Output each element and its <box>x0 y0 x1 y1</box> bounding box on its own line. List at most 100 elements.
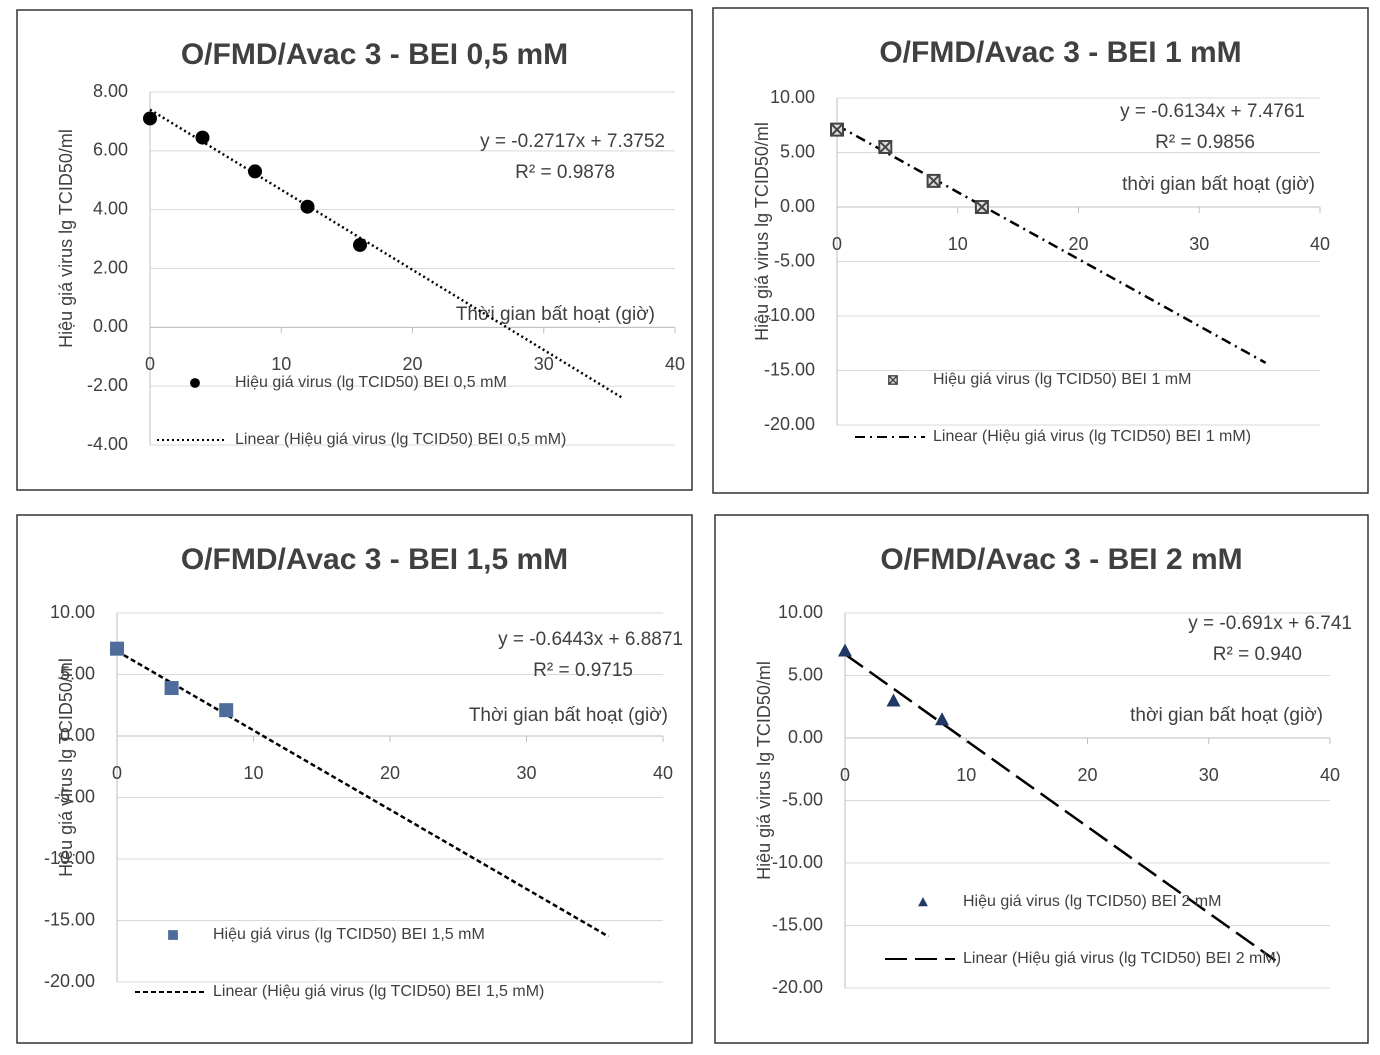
y-tick-label: -4.00 <box>87 434 128 454</box>
y-tick-label: 0.00 <box>93 316 128 336</box>
data-point <box>886 693 901 707</box>
y-tick-label: 5.00 <box>60 663 95 683</box>
y-tick-label: -5.00 <box>782 789 823 809</box>
data-point <box>195 130 210 145</box>
legend-label: Linear (Hiệu giá virus (lg TCID50) BEI 0… <box>235 431 566 448</box>
y-tick-label: -5.00 <box>54 786 95 806</box>
x-tick-label: 20 <box>1077 765 1097 785</box>
y-tick-label: -15.00 <box>764 359 815 379</box>
chart-title: O/FMD/Avac 3 - BEI 1,5 mM <box>181 543 568 576</box>
trendline <box>149 108 624 400</box>
y-axis-label: Hiệu giá virus lg TCID50/ml <box>56 658 76 877</box>
equation: y = -0.2717x + 7.3752 <box>480 131 665 152</box>
legend-label: Linear (Hiệu giá virus (lg TCID50) BEI 1… <box>213 983 544 1000</box>
legend-marker <box>888 375 898 385</box>
chart-title: O/FMD/Avac 3 - BEI 1 mM <box>879 36 1241 69</box>
legend-label: Linear (Hiệu giá virus (lg TCID50) BEI 1… <box>933 428 1251 445</box>
data-point <box>878 140 893 155</box>
legend-label: Hiệu giá virus (lg TCID50) BEI 0,5 mM <box>235 374 507 391</box>
data-point <box>164 681 179 696</box>
chart-title: O/FMD/Avac 3 - BEI 2 mM <box>880 543 1242 576</box>
y-tick-label: 8.00 <box>93 81 128 101</box>
chart-title: O/FMD/Avac 3 - BEI 0,5 mM <box>181 38 568 71</box>
y-tick-label: -15.00 <box>772 914 823 934</box>
trendline <box>116 650 610 938</box>
y-tick-label: 5.00 <box>780 141 815 161</box>
equation: y = -0.6134x + 7.4761 <box>1120 101 1305 122</box>
y-tick-label: 2.00 <box>93 257 128 277</box>
y-axis-label: Hiệu giá virus lg TCID50/ml <box>56 129 76 348</box>
panel-frame <box>712 7 1369 494</box>
legend-marker <box>168 930 178 940</box>
x-tick-label: 20 <box>402 354 422 374</box>
x-tick-label: 30 <box>1199 765 1219 785</box>
y-tick-label: 6.00 <box>93 140 128 160</box>
x-tick-label: 0 <box>145 354 155 374</box>
y-tick-label: 10.00 <box>778 602 823 622</box>
x-tick-label: 20 <box>1068 234 1088 254</box>
data-point <box>300 199 315 214</box>
panel-frame <box>714 514 1369 1044</box>
r-squared: R² = 0.9856 <box>1155 132 1255 153</box>
x-tick-label: 30 <box>516 763 536 783</box>
y-tick-label: -2.00 <box>87 375 128 395</box>
y-axis-label: Hiệu giá virus lg TCID50/ml <box>752 122 772 341</box>
legend-label: Linear (Hiệu giá virus (lg TCID50) BEI 2… <box>963 950 1281 967</box>
panel-frame <box>16 514 693 1044</box>
trendline <box>836 124 1267 364</box>
x-tick-label: 40 <box>653 763 673 783</box>
x-tick-label: 40 <box>665 354 685 374</box>
y-tick-label: 0.00 <box>788 727 823 747</box>
y-tick-label: -10.00 <box>772 852 823 872</box>
r-squared: R² = 0.940 <box>1213 644 1302 665</box>
equation: y = -0.6443x + 6.8871 <box>498 629 683 650</box>
data-point <box>935 712 949 726</box>
r-squared: R² = 0.9878 <box>515 162 615 183</box>
data-point <box>838 643 852 657</box>
y-tick-label: 10.00 <box>50 602 95 622</box>
y-axis-label: Hiệu giá virus lg TCID50/ml <box>754 661 774 880</box>
r-squared: R² = 0.9715 <box>533 660 633 681</box>
x-tick-label: 10 <box>948 234 968 254</box>
x-axis-label: Thời gian bất hoạt (giờ) <box>456 304 655 325</box>
data-point <box>219 703 234 718</box>
x-tick-label: 0 <box>832 234 842 254</box>
data-point <box>974 200 989 214</box>
x-tick-label: 10 <box>956 765 976 785</box>
y-tick-label: -5.00 <box>774 250 815 270</box>
y-tick-label: -20.00 <box>764 414 815 434</box>
x-tick-label: 0 <box>112 763 122 783</box>
x-tick-label: 20 <box>380 763 400 783</box>
data-point <box>248 164 262 179</box>
data-point <box>353 237 367 252</box>
y-tick-label: -20.00 <box>44 971 95 991</box>
data-point <box>143 111 157 126</box>
data-point <box>110 641 124 656</box>
y-tick-label: -20.00 <box>772 977 823 997</box>
data-point <box>830 122 844 137</box>
x-tick-label: 40 <box>1320 765 1340 785</box>
x-tick-label: 0 <box>840 765 850 785</box>
y-tick-label: 0.00 <box>60 725 95 745</box>
y-tick-label: 0.00 <box>780 196 815 216</box>
x-axis-label: thời gian bất hoạt (giờ) <box>1130 705 1323 726</box>
legend-label: Hiệu giá virus (lg TCID50) BEI 1,5 mM <box>213 926 485 943</box>
y-tick-label: 5.00 <box>788 664 823 684</box>
equation: y = -0.691x + 6.741 <box>1188 613 1352 634</box>
legend-label: Hiệu giá virus (lg TCID50) BEI 2 mM <box>963 893 1221 910</box>
legend-label: Hiệu giá virus (lg TCID50) BEI 1 mM <box>933 371 1191 388</box>
y-tick-label: -10.00 <box>44 848 95 868</box>
panel-frame <box>16 9 693 491</box>
x-axis-label: Thời gian bất hoạt (giờ) <box>469 705 668 726</box>
data-point <box>926 173 941 188</box>
legend-marker <box>918 897 928 907</box>
legend-marker <box>190 378 200 388</box>
x-tick-label: 30 <box>534 354 554 374</box>
y-tick-label: -10.00 <box>764 305 815 325</box>
y-tick-label: 4.00 <box>93 198 128 218</box>
x-tick-label: 30 <box>1189 234 1209 254</box>
x-tick-label: 40 <box>1310 234 1330 254</box>
x-tick-label: 10 <box>271 354 291 374</box>
x-axis-label: thời gian bất hoạt (giờ) <box>1122 174 1315 195</box>
